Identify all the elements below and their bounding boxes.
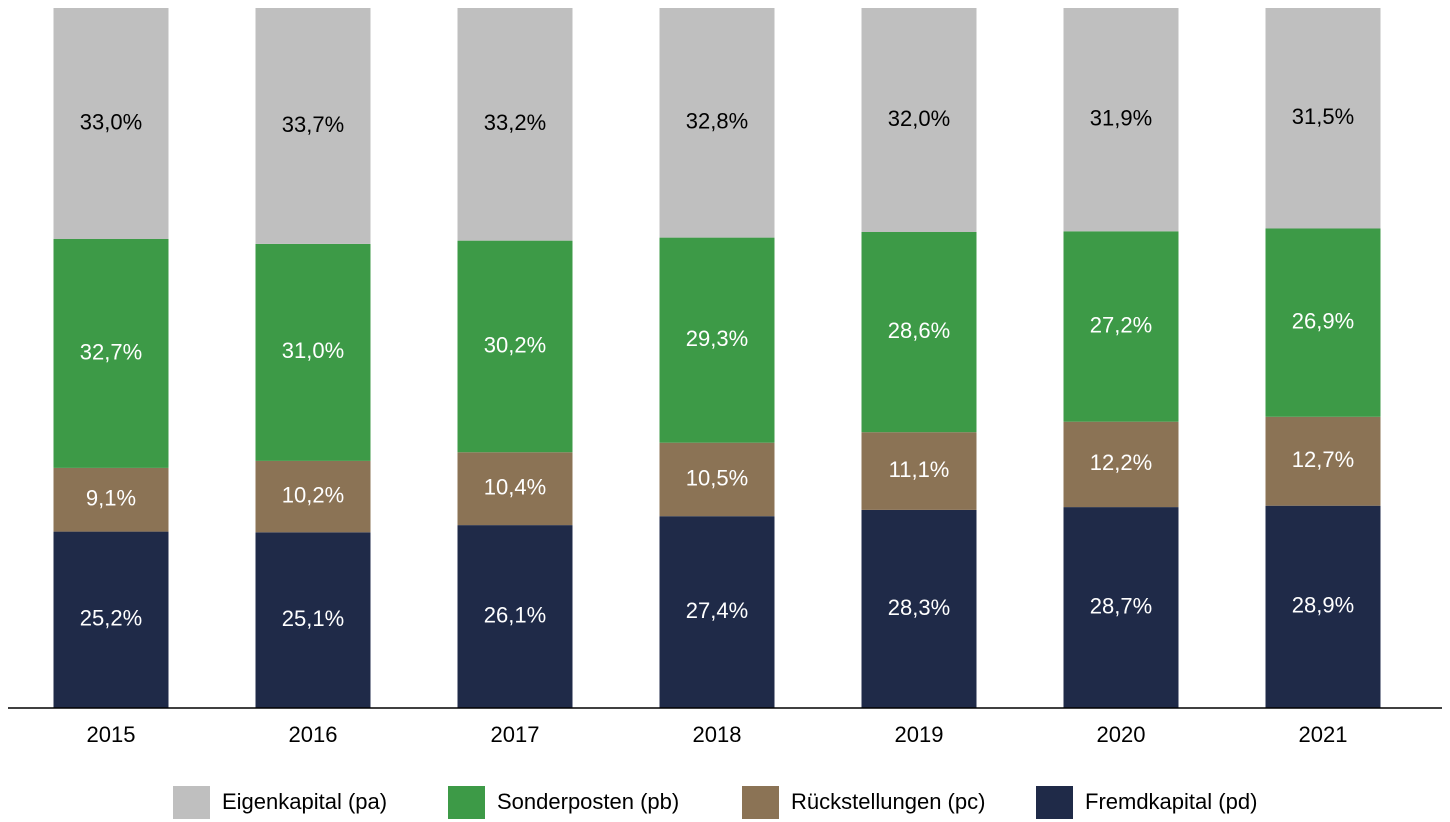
value-label: 32,7% bbox=[80, 339, 142, 364]
value-label: 27,2% bbox=[1090, 312, 1152, 337]
bar-segment bbox=[659, 237, 775, 443]
value-label: 32,0% bbox=[888, 106, 950, 131]
bar-segment bbox=[53, 531, 169, 708]
value-label: 26,1% bbox=[484, 602, 546, 627]
value-label: 25,1% bbox=[282, 606, 344, 631]
legend-label: Eigenkapital (pa) bbox=[222, 789, 387, 814]
value-label: 33,7% bbox=[282, 112, 344, 137]
value-label: 12,2% bbox=[1090, 450, 1152, 475]
bar-segment bbox=[53, 239, 169, 468]
value-label: 31,9% bbox=[1090, 105, 1152, 130]
value-label: 10,5% bbox=[686, 465, 748, 490]
bar-segment bbox=[457, 525, 573, 708]
x-tick-label: 2019 bbox=[895, 722, 944, 747]
legend-label: Sonderposten (pb) bbox=[497, 789, 679, 814]
value-label: 32,8% bbox=[686, 109, 748, 134]
bar-segment bbox=[861, 232, 977, 433]
legend-swatch bbox=[1036, 786, 1073, 819]
bar-segment bbox=[659, 8, 775, 238]
value-label: 28,9% bbox=[1292, 593, 1354, 618]
bar-segment bbox=[255, 8, 371, 244]
legend-swatch bbox=[448, 786, 485, 819]
value-label: 28,3% bbox=[888, 595, 950, 620]
bar-segment bbox=[255, 243, 371, 461]
x-tick-label: 2021 bbox=[1299, 722, 1348, 747]
bar-segment bbox=[1063, 8, 1179, 232]
value-label: 10,4% bbox=[484, 474, 546, 499]
value-label: 26,9% bbox=[1292, 308, 1354, 333]
bar-segment bbox=[1265, 505, 1381, 708]
bar-segment bbox=[255, 460, 371, 533]
legend-label: Rückstellungen (pc) bbox=[791, 789, 985, 814]
value-label: 12,7% bbox=[1292, 447, 1354, 472]
value-label: 33,2% bbox=[484, 110, 546, 135]
value-label: 31,0% bbox=[282, 338, 344, 363]
value-label: 30,2% bbox=[484, 332, 546, 357]
value-label: 9,1% bbox=[86, 486, 136, 511]
value-label: 27,4% bbox=[686, 598, 748, 623]
legend-swatch bbox=[742, 786, 779, 819]
value-label: 31,5% bbox=[1292, 104, 1354, 129]
bar-segment bbox=[255, 532, 371, 708]
x-tick-label: 2018 bbox=[693, 722, 742, 747]
bar-segment bbox=[457, 240, 573, 453]
bar-segment bbox=[659, 442, 775, 517]
bar-segment bbox=[1063, 507, 1179, 708]
bar-segment bbox=[1265, 228, 1381, 417]
value-label: 29,3% bbox=[686, 326, 748, 351]
bar-segment bbox=[457, 8, 573, 241]
bar-segment bbox=[1063, 421, 1179, 508]
x-tick-label: 2017 bbox=[491, 722, 540, 747]
bar-segment bbox=[1063, 231, 1179, 422]
value-label: 11,1% bbox=[889, 457, 950, 482]
bar-segment bbox=[1265, 416, 1381, 506]
legend-label: Fremdkapital (pd) bbox=[1085, 789, 1257, 814]
x-tick-label: 2016 bbox=[289, 722, 338, 747]
bar-segment bbox=[861, 509, 977, 708]
x-tick-label: 2020 bbox=[1097, 722, 1146, 747]
bar-segment bbox=[861, 8, 977, 232]
bar-segment bbox=[659, 516, 775, 708]
bar-segment bbox=[53, 8, 169, 239]
value-label: 33,0% bbox=[80, 109, 142, 134]
x-tick-label: 2015 bbox=[87, 722, 136, 747]
bar-segment bbox=[1265, 8, 1381, 229]
value-label: 28,7% bbox=[1090, 593, 1152, 618]
value-label: 10,2% bbox=[282, 482, 344, 507]
legend-swatch bbox=[173, 786, 210, 819]
bar-segment bbox=[53, 467, 169, 532]
bar-segment bbox=[457, 452, 573, 526]
bar-segment bbox=[861, 432, 977, 510]
value-label: 25,2% bbox=[80, 606, 142, 631]
value-label: 28,6% bbox=[888, 318, 950, 343]
